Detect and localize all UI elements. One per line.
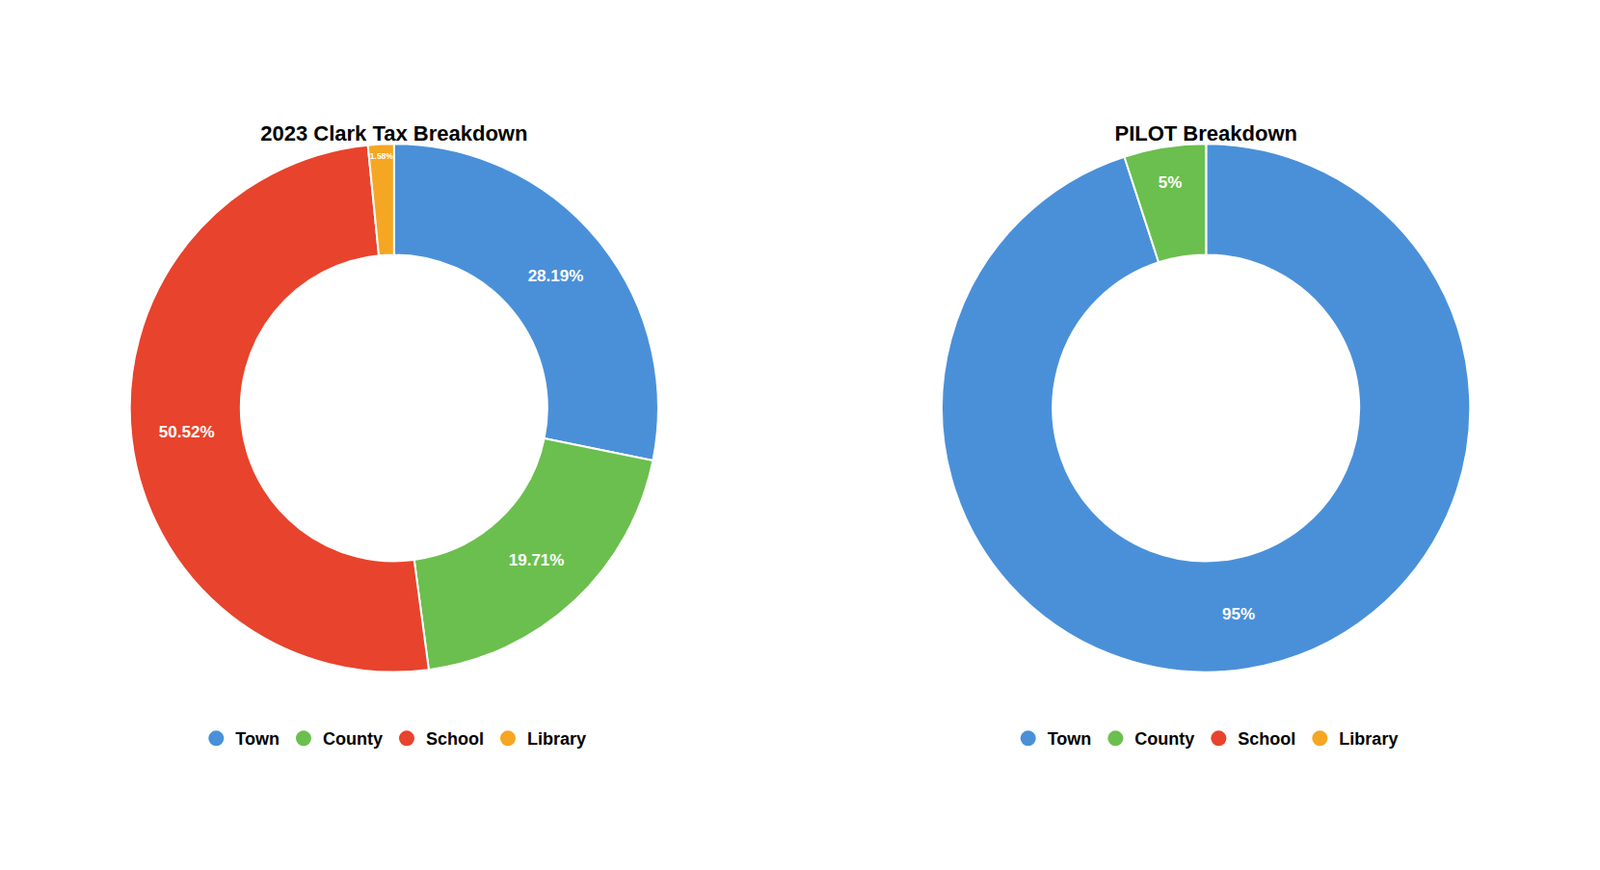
svg-text:1.58%: 1.58%	[370, 151, 395, 161]
svg-text:PILOT Breakdown: PILOT Breakdown	[1114, 121, 1297, 146]
svg-text:50.52%: 50.52%	[159, 423, 215, 442]
svg-text:Town: Town	[1047, 729, 1093, 749]
svg-text:19.71%: 19.71%	[508, 551, 565, 570]
svg-text:Library: Library	[527, 729, 587, 749]
svg-text:School: School	[426, 729, 484, 749]
svg-text:County: County	[1134, 729, 1195, 749]
svg-text:Town: Town	[235, 729, 280, 749]
svg-text:28.19%: 28.19%	[528, 266, 585, 286]
svg-text:School: School	[1237, 729, 1296, 749]
svg-text:Library: Library	[1338, 729, 1398, 749]
svg-text:2023 Clark Tax Breakdown: 2023 Clark Tax Breakdown	[260, 121, 528, 146]
svg-text:95%: 95%	[1222, 605, 1255, 624]
svg-text:5%: 5%	[1158, 173, 1183, 192]
svg-text:County: County	[322, 729, 383, 749]
